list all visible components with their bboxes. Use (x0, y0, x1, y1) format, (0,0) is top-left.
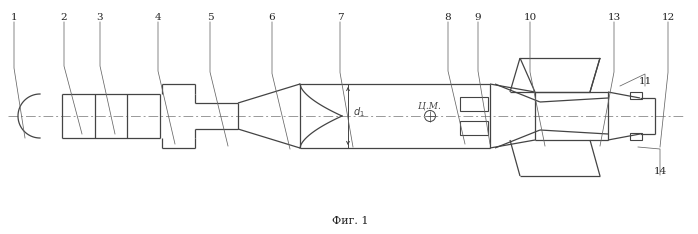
Text: Ц.М.: Ц.М. (418, 102, 441, 110)
Bar (460, 97, 488, 111)
Text: 11: 11 (639, 77, 652, 87)
Text: 12: 12 (662, 14, 675, 22)
Text: 6: 6 (269, 14, 275, 22)
Text: 7: 7 (336, 14, 343, 22)
Text: 14: 14 (653, 167, 667, 176)
Text: 10: 10 (524, 14, 537, 22)
Text: Фиг. 1: Фиг. 1 (332, 216, 369, 226)
Text: 5: 5 (207, 14, 214, 22)
Text: 8: 8 (445, 14, 452, 22)
Text: 1: 1 (10, 14, 17, 22)
Bar (630, 133, 642, 140)
Text: 9: 9 (475, 14, 482, 22)
Text: $d_1$: $d_1$ (353, 105, 365, 119)
Text: 13: 13 (607, 14, 621, 22)
Text: 2: 2 (61, 14, 67, 22)
Bar (460, 121, 488, 135)
Text: 4: 4 (155, 14, 161, 22)
Text: 3: 3 (97, 14, 103, 22)
Bar (630, 92, 642, 99)
